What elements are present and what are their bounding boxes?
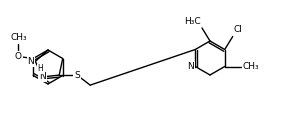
Text: CH₃: CH₃ [243,62,259,71]
Text: S: S [74,71,80,80]
Text: H: H [37,64,43,73]
Text: N: N [188,62,194,71]
Text: N: N [39,72,46,81]
Text: N: N [28,57,34,66]
Text: Cl: Cl [234,25,243,34]
Text: CH₃: CH₃ [11,34,28,43]
Text: O: O [15,52,22,61]
Text: H₃C: H₃C [184,17,201,26]
